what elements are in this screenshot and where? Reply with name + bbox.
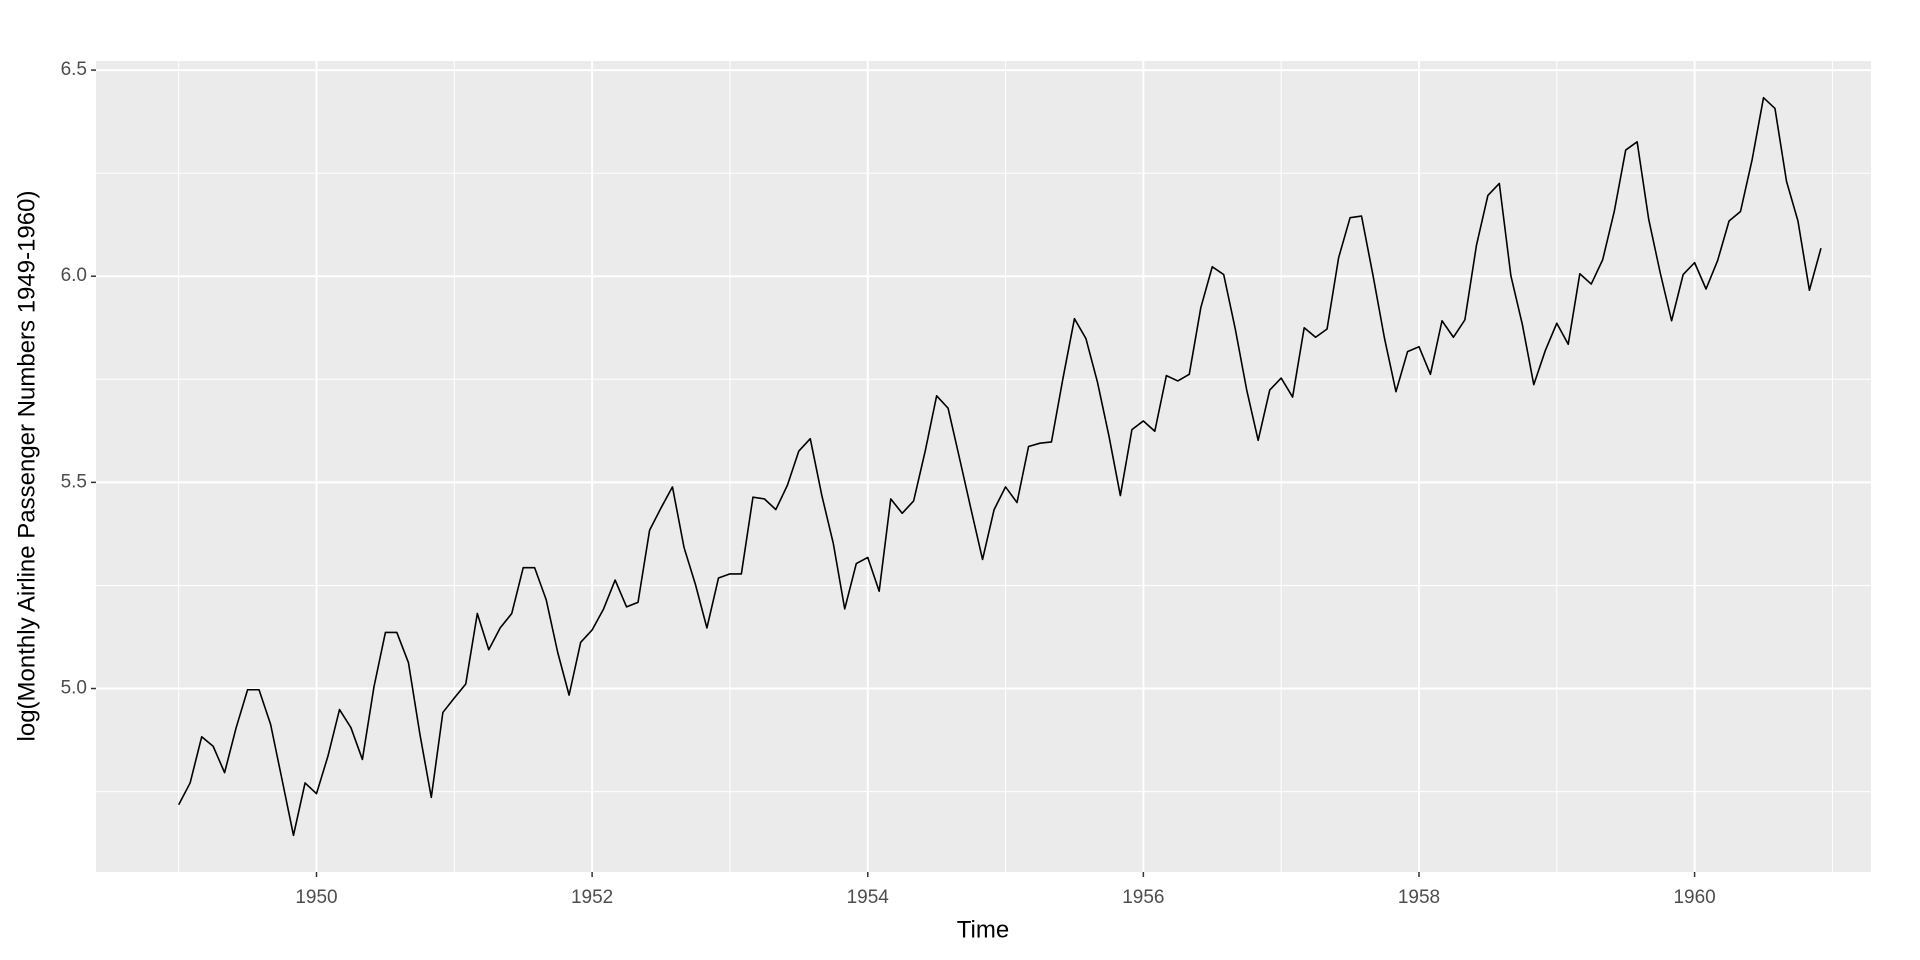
y-axis-title: log(Monthly Airline Passenger Numbers 19… [13,191,40,742]
x-tick-label: 1952 [571,887,613,908]
x-tick-label: 1956 [1122,887,1164,908]
x-tick-label: 1950 [295,887,337,908]
y-tick-label: 6.5 [61,59,87,80]
y-tick-label: 5.5 [61,471,87,492]
x-axis-title: Time [957,916,1009,943]
y-tick-label: 5.0 [61,678,87,699]
plot-panel [96,61,1871,872]
data-line [177,96,1822,837]
x-tick-label: 1960 [1673,887,1715,908]
x-tick-label: 1954 [847,887,890,908]
x-tick-label: 1958 [1398,887,1440,908]
y-tick-label: 6.0 [61,265,87,286]
